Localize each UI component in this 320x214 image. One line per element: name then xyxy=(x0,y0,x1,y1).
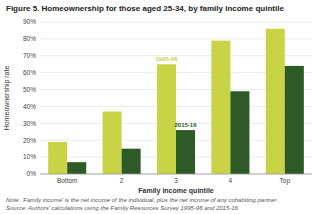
y-tick-label: 50% xyxy=(23,86,36,93)
x-tick-label: 4 xyxy=(229,177,233,184)
y-axis-label: Homeownership rate xyxy=(3,66,11,131)
chart: Figure 5. Homeownership for those aged 2… xyxy=(0,0,320,214)
bar xyxy=(103,112,122,174)
bar xyxy=(67,162,86,174)
text-line: Figure 5. Homeownership for those aged 2… xyxy=(6,4,284,13)
grid xyxy=(40,22,312,174)
bar xyxy=(266,29,285,174)
y-tick-label: 90% xyxy=(23,18,36,25)
x-tick-label: Bottom xyxy=(57,177,78,184)
x-tick-label: 2 xyxy=(120,177,124,184)
grid-line xyxy=(40,174,312,175)
x-tick-label: Top xyxy=(280,177,291,185)
y-tick-label: 30% xyxy=(23,120,36,127)
bar xyxy=(176,130,195,174)
bar xyxy=(285,66,304,174)
text-line: Source: Authors’ calculations using the … xyxy=(6,205,240,211)
bar xyxy=(157,64,176,174)
title: Figure 5. Homeownership for those aged 2… xyxy=(6,4,284,13)
y-tick-label: 70% xyxy=(23,52,36,59)
y-tick-label: 20% xyxy=(23,137,36,144)
grid-line xyxy=(40,22,312,23)
bars xyxy=(48,29,304,174)
x-axis-label: Family income quintile xyxy=(138,187,214,195)
y-tick-label: 10% xyxy=(23,153,36,160)
note: Note: ‘Family income’ is the net income … xyxy=(6,197,278,203)
text-line: Note: ‘Family income’ is the net income … xyxy=(6,197,278,203)
bar xyxy=(211,41,230,174)
y-tick-label: 0% xyxy=(27,170,37,177)
bar xyxy=(230,91,249,174)
bar xyxy=(48,142,67,174)
y-tick-label: 40% xyxy=(23,103,36,110)
x-tick-label: 3 xyxy=(174,177,178,184)
y-tick-label: 80% xyxy=(23,35,36,42)
x-axis-line xyxy=(40,174,312,175)
source: Source: Authors’ calculations using the … xyxy=(6,205,240,211)
series-annotation: 1995-96 xyxy=(155,56,178,62)
series-annotation: 2015-16 xyxy=(175,122,198,128)
y-tick-label: 60% xyxy=(23,69,36,76)
bar xyxy=(122,149,141,174)
